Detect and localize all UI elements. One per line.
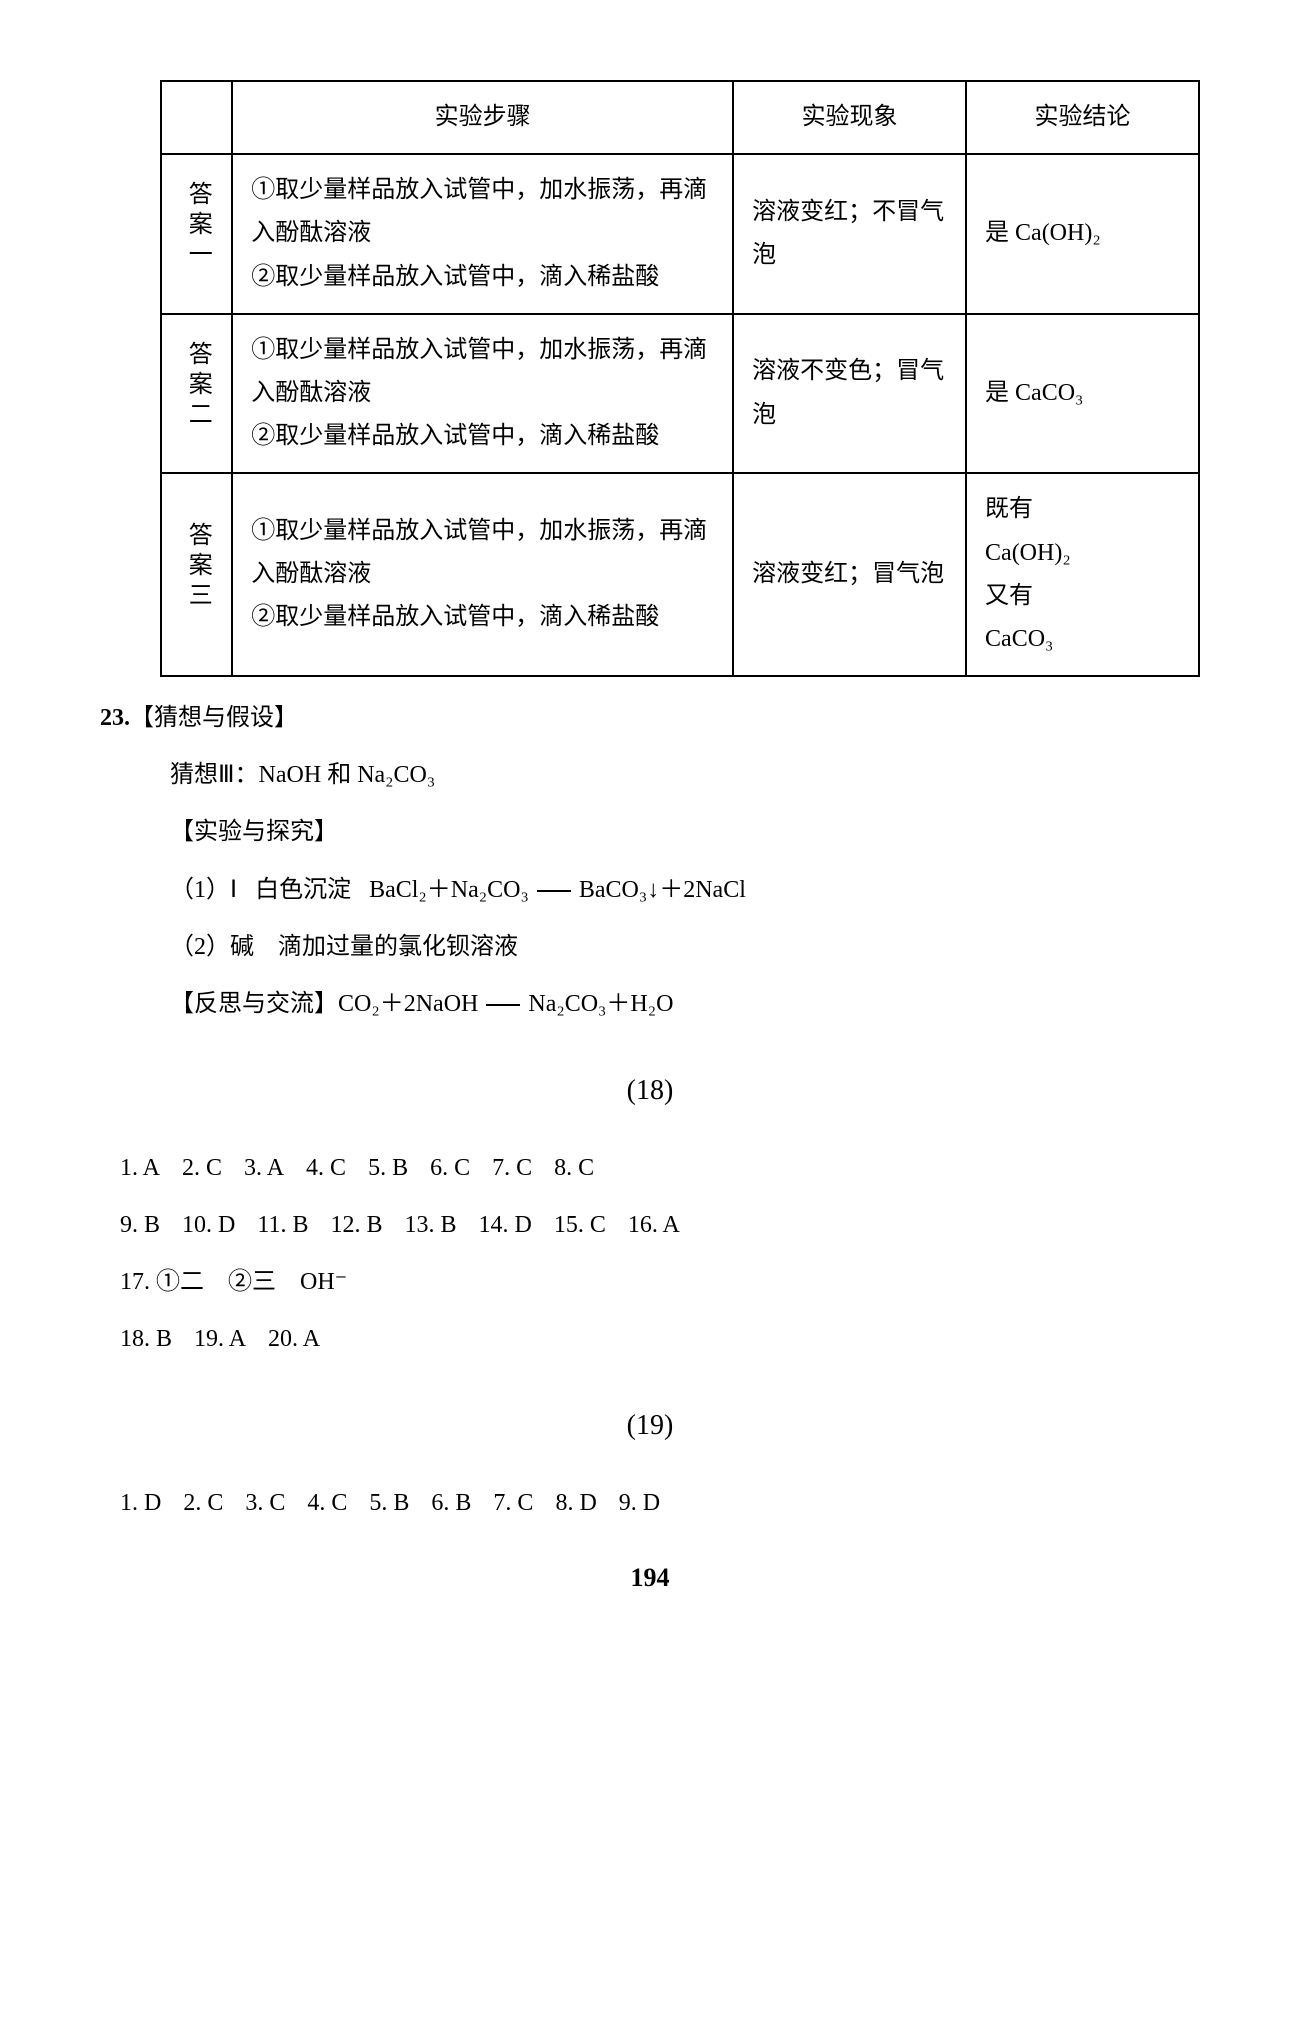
equation-line-icon (486, 1004, 520, 1006)
table-row: 答案三 ①取少量样品放入试管中，加水振荡，再滴入酚酞溶液 ②取少量样品放入试管中… (161, 473, 1199, 676)
experiment-table-wrap: 实验步骤 实验现象 实验结论 答案一 ①取少量样品放入试管中，加水振荡，再滴入酚… (160, 80, 1200, 677)
ans-row: 18. B 19. A 20. A (120, 1318, 1200, 1361)
answer-item: 1. A (120, 1147, 160, 1190)
ans-row: 1. A 2. C 3. A 4. C 5. B 6. C 7. C 8. C (120, 1147, 1200, 1190)
section-19-answers: 1. D 2. C 3. C 4. C 5. B 6. B 7. C 8. D 9. D (120, 1482, 1200, 1525)
table-row: 答案二 ①取少量样品放入试管中，加水振荡，再滴入酚酞溶液 ②取少量样品放入试管中… (161, 314, 1199, 474)
answer-item: 14. D (479, 1204, 532, 1247)
answer-item: 2. C (183, 1482, 223, 1525)
ans-row-text: 17. ①二 ②三 OH⁻ (120, 1261, 1200, 1304)
experiment-table: 实验步骤 实验现象 实验结论 答案一 ①取少量样品放入试管中，加水振荡，再滴入酚… (160, 80, 1200, 677)
answer-item: 5. B (369, 1482, 409, 1525)
row-phenom: 溶液变红；冒气泡 (733, 473, 966, 676)
section-18-heading: (18) (100, 1066, 1200, 1116)
answer-item: 4. C (306, 1147, 346, 1190)
answer-item: 2. C (182, 1147, 222, 1190)
table-row: 答案一 ①取少量样品放入试管中，加水振荡，再滴入酚酞溶液 ②取少量样品放入试管中… (161, 154, 1199, 314)
row-conclusion: 是 Ca(OH)₂ (966, 154, 1199, 314)
answer-item: 7. C (493, 1482, 533, 1525)
section-19-heading: (19) (100, 1401, 1200, 1451)
answer-item: 4. C (307, 1482, 347, 1525)
th-blank (161, 81, 232, 154)
answer-item: 18. B (120, 1318, 172, 1361)
answer-item: 12. B (330, 1204, 382, 1247)
q23-line2: （2）碱 滴加过量的氯化钡溶液 (170, 926, 1200, 969)
answer-item: 19. A (194, 1318, 246, 1361)
answer-item: 1. D (120, 1482, 161, 1525)
equation-line-icon (537, 890, 571, 892)
answer-item: 13. B (405, 1204, 457, 1247)
q23-number: 23. (100, 705, 130, 731)
row-steps: ①取少量样品放入试管中，加水振荡，再滴入酚酞溶液 ②取少量样品放入试管中，滴入稀… (232, 473, 733, 676)
q23-sec3: 【反思与交流】CO₂＋2NaOH Na₂CO₃＋H₂O (170, 983, 1200, 1026)
answer-item: 9. B (120, 1204, 160, 1247)
row-conclusion: 是 CaCO₃ (966, 314, 1199, 474)
ans-row: 1. D 2. C 3. C 4. C 5. B 6. B 7. C 8. D 9. D (120, 1482, 1200, 1525)
q23-sec2-title: 【实验与探究】 (170, 811, 1200, 854)
q23-guess: 猜想Ⅲ：NaOH 和 Na₂CO₃ (170, 754, 1200, 797)
table-header-row: 实验步骤 实验现象 实验结论 (161, 81, 1199, 154)
answer-item: 6. B (431, 1482, 471, 1525)
answer-item: 3. C (245, 1482, 285, 1525)
ans-row: 9. B 10. D 11. B 12. B 13. B 14. D 15. C 16. A (120, 1204, 1200, 1247)
answer-item: 7. C (492, 1147, 532, 1190)
th-conclusion: 实验结论 (966, 81, 1199, 154)
row-label: 答案一 (161, 154, 232, 314)
answer-item: 11. B (257, 1204, 308, 1247)
answer-item: 3. A (244, 1147, 284, 1190)
answer-item: 8. D (555, 1482, 596, 1525)
answer-item: 20. A (268, 1318, 320, 1361)
answer-item: 8. C (554, 1147, 594, 1190)
answer-item: 16. A (628, 1204, 680, 1247)
q23-line1: （1）Ⅰ 白色沉淀 BaCl₂＋Na₂CO₃ BaCO₃↓＋2NaCl (170, 869, 1200, 912)
th-phenom: 实验现象 (733, 81, 966, 154)
row-phenom: 溶液变红；不冒气泡 (733, 154, 966, 314)
answer-item: 10. D (182, 1204, 235, 1247)
q23-sec1-title: 【猜想与假设】 (130, 705, 298, 731)
answer-item: 9. D (619, 1482, 660, 1525)
row-label: 答案二 (161, 314, 232, 474)
th-steps: 实验步骤 (232, 81, 733, 154)
row-phenom: 溶液不变色；冒气泡 (733, 314, 966, 474)
row-label: 答案三 (161, 473, 232, 676)
table-body: 答案一 ①取少量样品放入试管中，加水振荡，再滴入酚酞溶液 ②取少量样品放入试管中… (161, 154, 1199, 676)
answer-item: 15. C (554, 1204, 606, 1247)
answer-item: 6. C (430, 1147, 470, 1190)
question-23: 23.【猜想与假设】 猜想Ⅲ：NaOH 和 Na₂CO₃ 【实验与探究】 （1）… (100, 697, 1200, 1026)
answer-item: 5. B (368, 1147, 408, 1190)
page-number: 194 (100, 1555, 1200, 1602)
row-steps: ①取少量样品放入试管中，加水振荡，再滴入酚酞溶液 ②取少量样品放入试管中，滴入稀… (232, 154, 733, 314)
row-conclusion: 既有 Ca(OH)₂ 又有 CaCO₃ (966, 473, 1199, 676)
row-steps: ①取少量样品放入试管中，加水振荡，再滴入酚酞溶液 ②取少量样品放入试管中，滴入稀… (232, 314, 733, 474)
section-18-answers: 1. A 2. C 3. A 4. C 5. B 6. C 7. C 8. C 9. B 10.… (120, 1147, 1200, 1362)
